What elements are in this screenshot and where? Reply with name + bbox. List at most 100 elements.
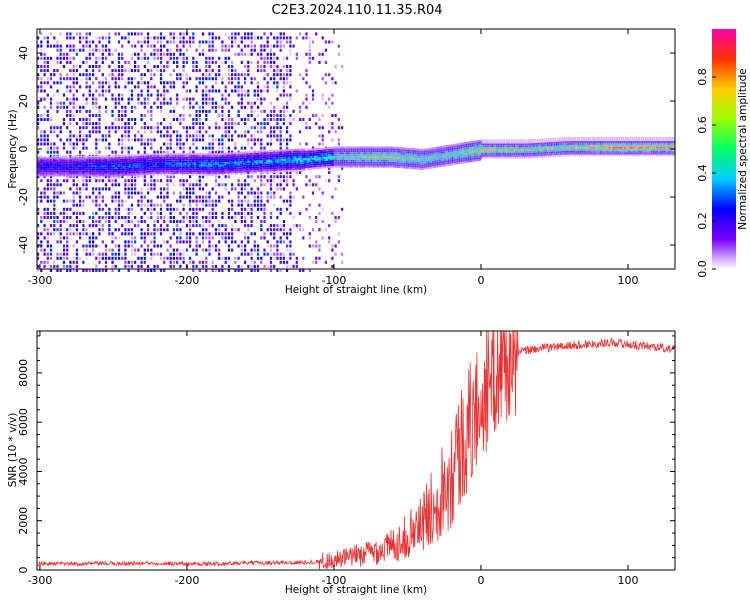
spectrogram-cell [259, 169, 262, 172]
spectrogram-cell [282, 220, 285, 223]
spectrogram-cell [299, 160, 302, 162]
spectrogram-cell [143, 101, 146, 105]
spectrogram-cell [124, 122, 127, 126]
spectrogram-cell [156, 216, 159, 219]
spectrogram-cell [262, 167, 265, 170]
spectrogram-cell [121, 252, 124, 256]
spectrogram-cell [54, 170, 57, 173]
spectrogram-cell [266, 264, 269, 268]
spectrogram-cell [351, 165, 353, 168]
spectrogram-cell [40, 232, 43, 236]
spectrogram-cell [44, 167, 46, 169]
spectrogram-cell [127, 191, 130, 195]
spectrogram-cell [178, 155, 180, 157]
spectrogram-cell [148, 153, 150, 156]
spectrogram-cell [66, 236, 69, 240]
spectrogram-cell [92, 126, 95, 130]
spectrogram-cell [52, 159, 55, 162]
spectrogram-cell [37, 224, 40, 228]
spectrogram-cell [117, 69, 121, 73]
spectrogram-cell [127, 224, 130, 228]
spectrogram-cell [139, 175, 142, 177]
spectrogram-cell [199, 164, 202, 167]
spectrogram-cell [295, 224, 298, 228]
spectrogram-cell [63, 165, 66, 167]
spectrogram-cell [109, 172, 112, 175]
spectrogram-cell [128, 171, 131, 174]
spectrogram-cell [218, 56, 221, 60]
spectrogram-cell [88, 85, 91, 89]
spectrogram-cell [86, 172, 89, 175]
spectrogram-cell [315, 175, 318, 179]
spectrogram-cell [74, 159, 76, 162]
spectrogram-cell [232, 161, 235, 164]
spectrogram-cell [155, 159, 157, 161]
spectrogram-cell [352, 146, 355, 149]
spectrogram-cell [231, 248, 234, 252]
spectrogram-cell [166, 224, 169, 228]
spectrogram-cell [318, 228, 321, 232]
spectrogram-cell [370, 148, 373, 151]
spectrogram-cell [189, 146, 192, 150]
spectrogram-cell [280, 163, 283, 165]
spectrogram-cell [121, 93, 124, 97]
spectrogram-cell [104, 203, 108, 207]
spectrogram-cell [49, 163, 52, 165]
spectrogram-cell [214, 101, 218, 105]
spectrogram-cell [84, 168, 87, 171]
spectrogram-cell [134, 169, 136, 172]
spectrogram-cell [91, 174, 94, 177]
spectrogram-cell [37, 175, 40, 179]
spectrogram-cell [195, 89, 198, 93]
spectrogram-cell [269, 175, 273, 179]
spectrogram-cell [105, 159, 108, 162]
spectrogram-cell [234, 77, 237, 81]
spectrogram-cell [199, 156, 202, 159]
spectrogram-cell [59, 138, 62, 142]
spectrogram-cell [125, 170, 127, 172]
spectrogram-cell [93, 163, 96, 165]
spectrogram-cell [52, 161, 55, 163]
spectrogram-cell [163, 195, 166, 199]
spectrogram-cell [124, 187, 127, 191]
spectrogram-cell [240, 220, 243, 223]
spectrogram-cell [218, 248, 221, 252]
spectrogram-cell [137, 248, 140, 252]
spectrogram-cell [124, 240, 127, 244]
spectrogram-cell [252, 155, 254, 157]
spectrogram-cell [243, 172, 246, 175]
spectrogram-cell [331, 244, 334, 248]
spectrogram-cell [231, 44, 234, 48]
spectrogram-cell [326, 156, 329, 159]
spectrogram-cell [97, 172, 99, 175]
spectrogram-cell [195, 174, 198, 176]
spectrogram-cell [189, 44, 192, 48]
spectrogram-cell [186, 162, 189, 165]
spectrogram-cell [104, 134, 108, 138]
spectrogram-cell [88, 52, 91, 56]
spectrogram-cell [182, 40, 185, 44]
spectrogram-cell [238, 167, 240, 170]
spectrogram-cell [128, 162, 131, 165]
spectrogram-cell [141, 157, 143, 160]
spectrogram-cell [59, 172, 62, 175]
spectrogram-cell [312, 165, 314, 168]
spectrogram-cell [147, 248, 150, 252]
spectrogram-cell [84, 155, 87, 158]
spectrogram-cell [182, 187, 185, 191]
spectrogram-cell [195, 179, 198, 183]
spectrogram-cell [88, 118, 91, 121]
spectrogram-cell [92, 269, 95, 272]
spectrogram-cell [240, 48, 243, 52]
spectrogram-cell [42, 174, 45, 177]
spectrogram-cell [208, 32, 211, 36]
spectrogram-cell [231, 160, 233, 162]
spectrogram-cell [315, 220, 318, 223]
spectrogram-cell [306, 148, 309, 151]
spectrogram-cell [205, 191, 208, 195]
spectrogram-cell [86, 159, 89, 162]
spectrogram-cell [65, 161, 67, 163]
spectrogram-cell [221, 109, 224, 113]
spectrogram-cell [137, 167, 140, 170]
spectrogram-cell [198, 138, 201, 142]
